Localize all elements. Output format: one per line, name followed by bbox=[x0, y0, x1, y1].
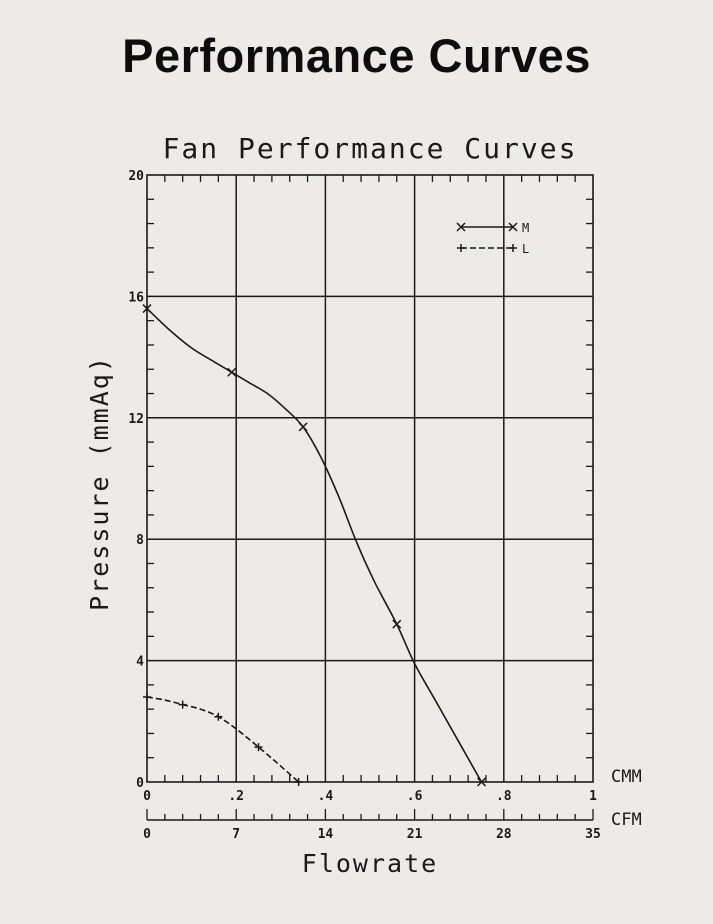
y-axis-label: Pressure (mmAq) bbox=[85, 355, 114, 611]
y-tick-label: 0 bbox=[136, 776, 144, 791]
series-point-l bbox=[214, 712, 223, 721]
x2-tick-label: 28 bbox=[496, 827, 512, 842]
legend-label-m: M bbox=[522, 221, 529, 235]
series-point-l bbox=[178, 700, 187, 709]
series-point-l bbox=[143, 693, 151, 702]
legend-label-l: L bbox=[522, 242, 529, 256]
series-point-m bbox=[298, 422, 308, 432]
x-tick-label: 1 bbox=[589, 789, 597, 804]
y-tick-label: 8 bbox=[136, 533, 144, 548]
x2-tick-label: 21 bbox=[407, 827, 423, 842]
y-tick-label: 16 bbox=[128, 290, 144, 305]
x-tick-label: .2 bbox=[228, 789, 244, 804]
chart-title: Fan Performance Curves bbox=[163, 132, 578, 165]
series-point-m bbox=[476, 777, 487, 787]
series-point-l bbox=[294, 778, 303, 786]
plot-frame bbox=[146, 174, 594, 783]
legend-marker bbox=[508, 222, 518, 232]
x-tick-label: 0 bbox=[143, 789, 151, 804]
series-line-m bbox=[146, 307, 483, 783]
series-point-m bbox=[142, 304, 152, 314]
y-tick-label: 20 bbox=[128, 169, 144, 184]
y-tick-label: 12 bbox=[128, 412, 144, 427]
series-point-m bbox=[392, 619, 402, 629]
x2-tick-label: 35 bbox=[585, 827, 601, 842]
x-tick-label: .8 bbox=[496, 789, 512, 804]
page-title: Performance Curves bbox=[122, 29, 591, 82]
x-axis-unit-secondary: CFM bbox=[611, 810, 642, 830]
x2-tick-label: 7 bbox=[232, 827, 240, 842]
series-point-l bbox=[254, 743, 263, 752]
x-axis-label: Flowrate bbox=[302, 849, 438, 878]
x-tick-label: .4 bbox=[318, 789, 334, 804]
y-tick-label: 4 bbox=[136, 655, 144, 670]
x-tick-label: .6 bbox=[407, 789, 423, 804]
x2-tick-label: 0 bbox=[143, 827, 151, 842]
series-line-l bbox=[146, 696, 300, 783]
legend-marker bbox=[509, 244, 517, 252]
x2-tick-label: 14 bbox=[318, 827, 334, 842]
legend-marker bbox=[456, 222, 466, 232]
legend-marker bbox=[457, 244, 465, 252]
series-point-m bbox=[227, 367, 237, 377]
x-axis-unit-primary: CMM bbox=[611, 767, 642, 787]
